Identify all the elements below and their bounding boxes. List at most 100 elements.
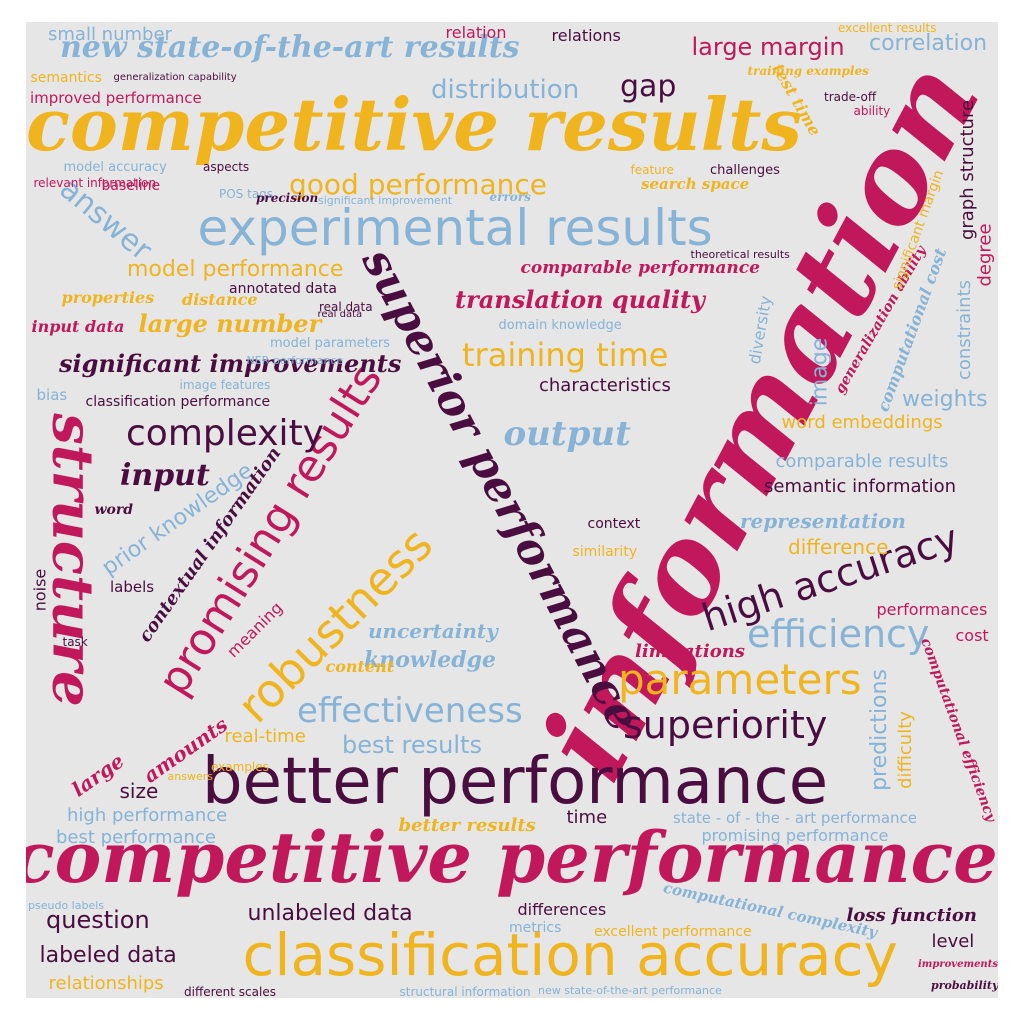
- cloud-word: best performance: [56, 827, 216, 848]
- cloud-word: content: [325, 657, 395, 676]
- cloud-word: good performance: [289, 168, 548, 201]
- cloud-word: properties: [61, 288, 155, 307]
- cloud-word: context: [587, 516, 641, 532]
- cloud-word: classification performance: [85, 394, 271, 410]
- cloud-word: search space: [641, 174, 750, 193]
- cloud-word: image features: [179, 378, 271, 392]
- cloud-word: bias: [36, 385, 68, 404]
- cloud-word: annotated data: [229, 281, 337, 297]
- cloud-word: comparable performance: [520, 257, 760, 278]
- cloud-word: input data: [31, 317, 125, 336]
- cloud-word: model accuracy: [63, 159, 167, 175]
- cloud-word: challenges: [710, 162, 780, 178]
- cloud-word: aspects: [203, 160, 250, 174]
- cloud-word: labeled data: [39, 943, 177, 968]
- cloud-word: model performance: [127, 257, 344, 282]
- cloud-word: size: [119, 779, 159, 803]
- cloud-word: efficiency: [747, 612, 930, 656]
- cloud-word: ability: [853, 104, 891, 118]
- cloud-word: promising performance: [701, 826, 889, 845]
- cloud-word: real data: [317, 309, 363, 320]
- cloud-word: translation quality: [455, 285, 705, 314]
- cloud-word: baseline: [101, 178, 161, 194]
- cloud-word: distribution: [431, 75, 580, 105]
- cloud-word: comparable results: [775, 451, 949, 472]
- cloud-word: large margin: [691, 33, 845, 61]
- cloud-word: relevant information: [33, 176, 157, 190]
- cloud-word: semantics: [30, 70, 102, 86]
- cloud-word: predictions: [866, 669, 892, 791]
- cloud-word: training examples: [747, 64, 869, 78]
- cloud-word: uncertainty: [368, 619, 498, 643]
- cloud-word: probability: [931, 978, 998, 992]
- cloud-word: significant improvements: [59, 349, 402, 378]
- cloud-word: difference: [788, 535, 889, 559]
- cloud-word: answers: [167, 769, 213, 783]
- cloud-word: errors: [489, 190, 531, 204]
- cloud-word: performances: [876, 600, 988, 619]
- cloud-word: domain knowledge: [498, 317, 622, 333]
- cloud-word: characteristics: [539, 375, 671, 396]
- cloud-word: gap: [620, 69, 677, 104]
- cloud-word: examples: [211, 760, 269, 774]
- cloud-word: word: [94, 502, 134, 518]
- cloud-word: loss function: [846, 905, 978, 926]
- cloud-word: model parameters: [270, 335, 391, 351]
- cloud-word: NER performance: [246, 353, 344, 367]
- cloud-word: theoretical results: [690, 247, 790, 261]
- cloud-word: new state-of-the-art performance: [538, 983, 722, 997]
- cloud-word: constraints: [954, 279, 976, 381]
- cloud-word: real-time: [224, 726, 306, 747]
- cloud-word: output: [503, 414, 631, 454]
- cloud-word: difficulty: [894, 711, 916, 789]
- cloud-word: pseudo labels: [28, 898, 104, 912]
- cloud-word: improved performance: [30, 88, 202, 107]
- cloud-word: unlabeled data: [247, 901, 413, 926]
- cloud-word: relationships: [48, 973, 164, 994]
- cloud-word: similarity: [572, 544, 638, 560]
- cloud-word: structural information: [399, 985, 531, 998]
- cloud-word: classification accuracy: [242, 921, 898, 989]
- cloud-word: limitations: [635, 641, 745, 662]
- cloud-word: significant improvement: [318, 193, 453, 207]
- cloud-word: improvements: [918, 959, 998, 970]
- cloud-word: feature: [630, 163, 674, 177]
- cloud-word: question: [46, 906, 150, 934]
- cloud-word: better results: [398, 815, 536, 836]
- cloud-word: noise: [29, 568, 49, 612]
- cloud-word: task: [62, 635, 88, 649]
- cloud-word: POS tags: [219, 187, 274, 201]
- cloud-word: trade-off: [824, 90, 877, 104]
- cloud-word: representation: [740, 509, 906, 533]
- cloud-word: knowledge: [364, 647, 496, 673]
- cloud-word: degree: [974, 223, 996, 287]
- cloud-word: effectiveness: [297, 691, 523, 731]
- cloud-word: parameters: [618, 655, 862, 704]
- cloud-word: graph structure: [957, 99, 979, 241]
- cloud-word: semantic information: [764, 476, 956, 497]
- cloud-word: input: [120, 458, 210, 493]
- cloud-word: high performance: [67, 805, 228, 826]
- cloud-word: time: [566, 807, 608, 828]
- cloud-word: new state-of-the-art results: [60, 30, 520, 65]
- cloud-word: labels: [110, 577, 155, 596]
- cloud-word: level: [931, 931, 975, 952]
- cloud-word: experimental results: [197, 199, 713, 257]
- cloud-word: differences: [517, 900, 607, 919]
- cloud-word: superiority: [623, 703, 828, 747]
- cloud-word: generalization capability: [113, 72, 237, 83]
- cloud-word: large: [67, 748, 129, 802]
- cloud-word: relations: [551, 26, 621, 45]
- cloud-word: competitive results: [26, 82, 802, 167]
- cloud-word: training time: [462, 336, 669, 374]
- cloud-word: small number: [48, 24, 172, 45]
- cloud-word: relation: [445, 23, 507, 42]
- cloud-word: large number: [138, 309, 322, 338]
- cloud-word: competitive performance: [26, 816, 998, 899]
- word-cloud: information competitive performance compet…: [26, 22, 998, 998]
- cloud-word: structure: [39, 413, 106, 707]
- cloud-word: cost: [955, 626, 989, 645]
- cloud-word: excellent performance: [594, 924, 752, 940]
- cloud-word: complexity: [126, 413, 324, 454]
- cloud-word: distance: [182, 290, 258, 309]
